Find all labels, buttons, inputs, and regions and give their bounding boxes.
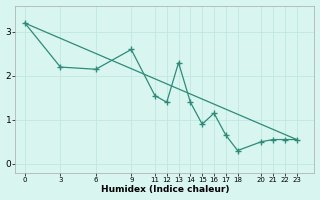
X-axis label: Humidex (Indice chaleur): Humidex (Indice chaleur) bbox=[101, 185, 229, 194]
